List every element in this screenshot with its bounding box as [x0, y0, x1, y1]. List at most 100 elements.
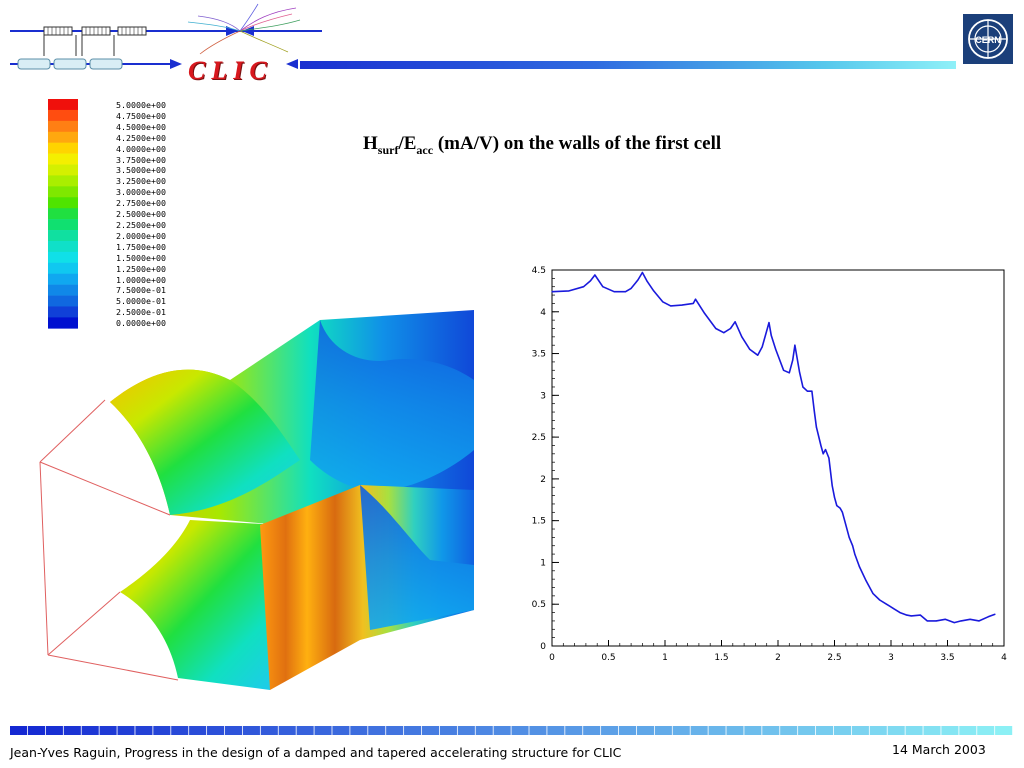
clic-logo: CLIC: [188, 56, 273, 85]
series-line: [551, 271, 996, 624]
footer-bar-segment: [511, 726, 529, 735]
footer-bar-segment: [117, 726, 135, 735]
data-point: [836, 505, 838, 507]
data-point: [783, 369, 785, 371]
legend-value: 4.7500e+00: [116, 110, 166, 121]
footer-bar-segment: [10, 726, 28, 735]
data-point: [872, 592, 874, 594]
y-tick-label: 4: [540, 308, 546, 318]
footer-bar-segment: [260, 726, 278, 735]
data-point: [892, 607, 894, 609]
legend-swatch: [48, 273, 78, 285]
data-point: [788, 372, 790, 374]
data-point: [806, 390, 808, 392]
data-point: [831, 485, 833, 487]
data-point: [792, 359, 794, 361]
data-point: [820, 444, 822, 447]
legend-value: 2.5000e+00: [116, 209, 166, 220]
legend-swatch: [48, 262, 78, 275]
footer-bar-segment: [529, 726, 547, 735]
data-point: [775, 348, 777, 350]
legend-swatch: [48, 175, 78, 187]
x-tick-label: 2: [775, 653, 781, 663]
legend-swatch: [48, 295, 78, 307]
footer-bar-segment: [726, 726, 744, 735]
footer-bar-segment: [457, 726, 475, 735]
data-point: [906, 614, 908, 616]
data-point: [852, 545, 854, 547]
data-point: [987, 616, 989, 618]
footer-bar-segment: [278, 726, 296, 735]
footer-bar-segment: [224, 726, 243, 735]
footer-bar-segment: [368, 726, 386, 735]
legend-value: 4.2500e+00: [116, 132, 166, 143]
legend-value: 1.2500e+00: [116, 263, 166, 274]
footer-bar-segment: [744, 726, 762, 735]
legend-value: 2.5000e-01: [116, 307, 166, 318]
data-point: [613, 291, 615, 293]
footer-bar-segment: [296, 726, 314, 735]
data-point: [692, 302, 694, 304]
footer-bar-segment: [63, 726, 81, 735]
data-point: [624, 291, 627, 293]
data-point: [589, 280, 591, 282]
x-tick-label: 3: [888, 653, 894, 663]
footer-bar-segment: [905, 726, 923, 735]
data-point: [815, 426, 817, 428]
legend-swatch: [48, 153, 78, 165]
data-point: [944, 618, 946, 620]
legend-value: 1.0000e+00: [116, 274, 166, 285]
footer-bar-segment: [404, 726, 422, 735]
colormap-legend: [48, 99, 78, 329]
footer-bar-segment: [99, 726, 117, 735]
y-tick-label: 1.5: [532, 517, 546, 527]
footer-bar-segment: [547, 726, 565, 735]
cern-logo: CERN: [963, 14, 1013, 64]
footer-bar-segment: [941, 726, 959, 735]
footer-accent-bar: [10, 726, 1013, 735]
footer-bar-segment: [45, 726, 63, 735]
legend-swatch: [48, 197, 78, 209]
data-point: [879, 599, 881, 601]
data-point: [630, 287, 632, 289]
legend-value: 1.7500e+00: [116, 241, 166, 252]
legend-value: 2.2500e+00: [116, 219, 166, 230]
y-tick-label: 2: [540, 475, 546, 485]
data-point: [828, 457, 830, 459]
data-point: [845, 524, 847, 526]
legend-value: 3.7500e+00: [116, 154, 166, 165]
legend-swatch: [48, 284, 78, 296]
legend-value: 3.5000e+00: [116, 165, 166, 176]
y-tick-label: 0.5: [532, 600, 546, 610]
colormap-legend-values: 5.0000e+00 4.7500e+00 4.5000e+00 4.2500e+00…: [116, 100, 166, 329]
footer-bar-segment: [153, 726, 171, 735]
legend-swatch: [48, 186, 78, 198]
x-tick-label: 1.5: [714, 653, 728, 663]
data-point: [910, 615, 912, 617]
data-point: [602, 286, 604, 288]
footer-bar-segment: [314, 726, 332, 735]
data-point: [670, 305, 672, 307]
data-point: [811, 390, 813, 392]
data-point: [583, 286, 585, 288]
data-point: [841, 511, 843, 513]
footer-bar-segment: [636, 726, 654, 735]
legend-value: 3.0000e+00: [116, 187, 166, 198]
footer-bar-segment: [833, 726, 851, 735]
legend-swatch: [48, 317, 78, 329]
legend-swatch: [48, 120, 78, 133]
footer-bar-segment: [135, 726, 153, 735]
footer-bar-segment: [959, 726, 977, 735]
legend-swatch: [48, 164, 78, 176]
cavity-field-map: [39, 310, 474, 690]
data-point: [646, 280, 648, 282]
data-point: [969, 618, 971, 620]
footer-bar-segment: [851, 726, 869, 735]
footer-bar-segment: [762, 726, 780, 735]
data-point: [768, 322, 770, 324]
footer-bar-segment: [242, 726, 260, 735]
y-tick-label: 0: [540, 642, 546, 652]
data-point: [794, 344, 796, 346]
footer-bar-segment: [923, 726, 941, 735]
data-point: [770, 334, 772, 336]
